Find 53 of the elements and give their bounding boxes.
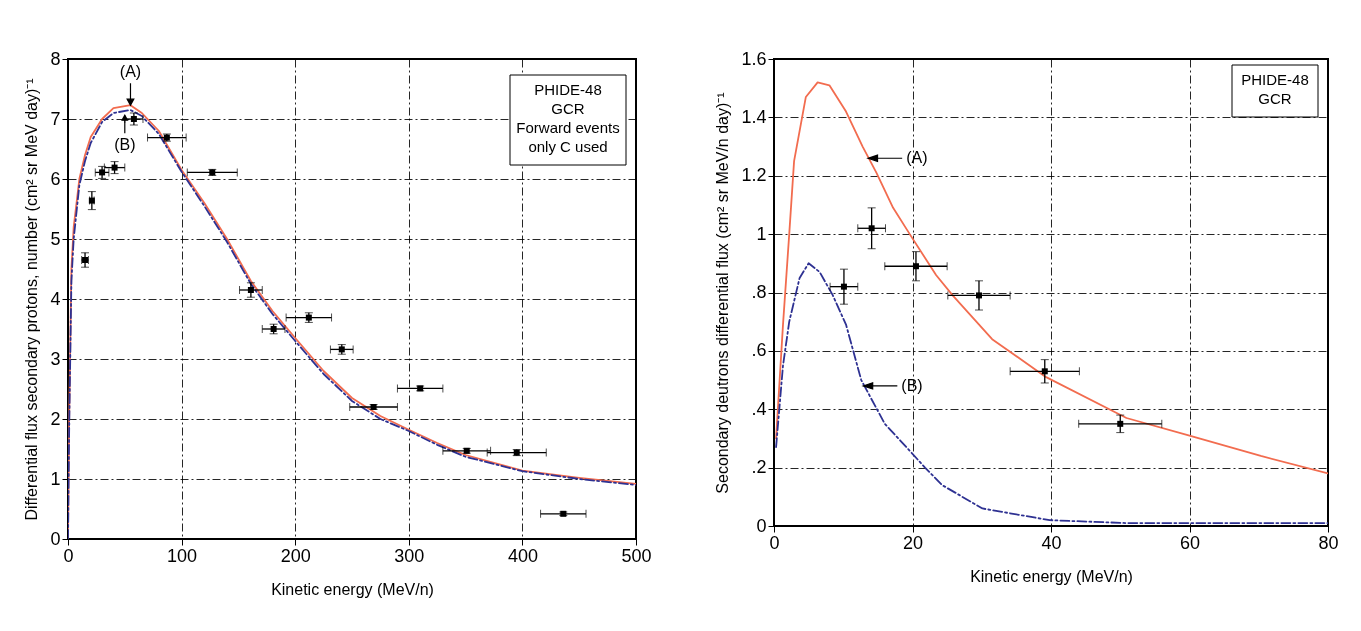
line-series	[775, 262, 1328, 524]
y-tick-label: 6	[50, 168, 61, 189]
y-axis-title: Differential flux secondary protons, number (cm² sr MeV day)⁻¹	[23, 78, 41, 521]
y-tick-label: 7	[50, 108, 61, 129]
annotation: PHIDE-48	[534, 81, 602, 98]
annotation: (A)	[906, 149, 928, 167]
x-tick-label: 400	[507, 545, 538, 566]
x-axis-title: Kinetic energy (MeV/n)	[970, 567, 1133, 585]
annotation: (B)	[901, 376, 923, 394]
y-tick-label: 2	[50, 408, 61, 429]
point	[99, 169, 106, 176]
point	[1117, 420, 1124, 427]
annotation: Forward events	[516, 119, 620, 136]
y-tick-label: .6	[751, 340, 767, 361]
point	[1041, 368, 1048, 375]
y-tick-label: 3	[50, 348, 61, 369]
annotation: PHIDE-48	[1241, 71, 1309, 88]
point	[111, 164, 118, 171]
x-tick-label: 40	[1041, 532, 1062, 553]
y-tick-label: .2	[751, 457, 767, 478]
x-tick-label: 60	[1179, 532, 1201, 553]
point	[868, 225, 875, 232]
x-tick-label: 20	[902, 532, 924, 553]
annotation: (A)	[119, 63, 142, 81]
y-tick-label: 0	[756, 515, 767, 536]
y-tick-label: 4	[50, 288, 61, 309]
y-axis-title: Secondary deutrons differential flux (cm² sr MeV/n day)⁻¹	[714, 92, 732, 494]
y-tick-label: 1	[50, 468, 61, 489]
annotation: GCR	[551, 100, 585, 117]
y-tick-label: 8	[50, 48, 61, 69]
x-tick-label: 500	[621, 545, 652, 566]
x-tick-label: 300	[394, 545, 425, 566]
annotation: only C used	[528, 138, 608, 155]
point	[130, 116, 137, 122]
point	[975, 292, 982, 299]
y-tick-label: .8	[751, 282, 767, 302]
y-tick-label: .4	[751, 398, 767, 419]
x-axis-title: Kinetic energy (MeV/n)	[271, 580, 434, 598]
x-tick-label: 100	[167, 545, 198, 566]
point	[247, 287, 254, 293]
y-tick-label: 5	[50, 228, 61, 249]
annotation: GCR	[1258, 90, 1292, 107]
y-tick-label: 1	[756, 223, 767, 244]
point	[840, 283, 847, 290]
x-tick-label: 0	[63, 545, 74, 566]
x-tick-label: 80	[1318, 532, 1339, 553]
y-tick-label: 1.6	[741, 48, 767, 69]
y-tick-label: 1.2	[741, 165, 767, 186]
annotation: (B)	[114, 136, 136, 154]
point	[912, 263, 919, 270]
x-tick-label: 200	[280, 545, 311, 566]
x-tick-label: 0	[769, 532, 780, 553]
y-tick-label: 1.4	[741, 106, 767, 127]
